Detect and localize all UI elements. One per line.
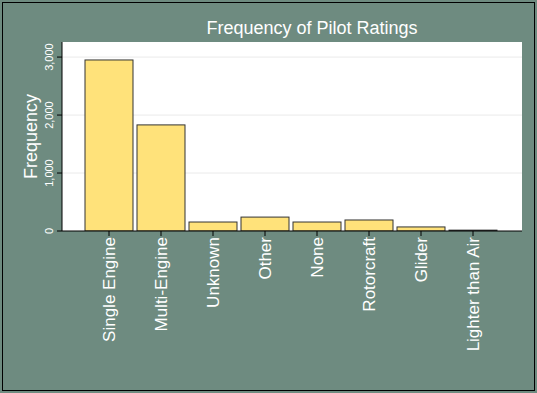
y-tick-label: 0 [43, 228, 55, 234]
x-tick [421, 231, 422, 236]
bar [397, 227, 445, 231]
y-axis [62, 42, 63, 231]
x-tick-label: Single Engine [100, 237, 119, 342]
bar [137, 125, 185, 231]
grid-line [62, 57, 522, 58]
y-axis-label: Frequency [21, 94, 41, 179]
bar [241, 217, 289, 231]
x-tick [213, 231, 214, 236]
bar [293, 222, 341, 231]
x-tick [369, 231, 370, 236]
y-tick [57, 57, 62, 58]
bars [85, 60, 497, 231]
x-tick-label: Unknown [204, 237, 223, 308]
chart-container: Frequency of Pilot Ratings Frequency 0 1,00… [0, 0, 537, 393]
y-tick-label: 3,000 [43, 43, 55, 71]
x-tick-label: Lighter than Air [464, 237, 483, 352]
x-tick [161, 231, 162, 236]
bar [345, 220, 393, 231]
y-tick [57, 231, 62, 232]
y-tick [57, 173, 62, 174]
y-tick [57, 115, 62, 116]
y-tick-label: 1,000 [43, 159, 55, 187]
bar [189, 222, 237, 231]
x-tick [317, 231, 318, 236]
y-tick-label: 2,000 [43, 101, 55, 129]
background [0, 0, 537, 393]
x-tick [109, 231, 110, 236]
title: Frequency of Pilot Ratings [206, 18, 417, 38]
chart-svg: Frequency of Pilot Ratings Frequency 0 1,00… [0, 0, 537, 393]
x-tick-label: None [308, 237, 327, 278]
x-tick [473, 231, 474, 236]
x-tick-label: Multi-Engine [152, 237, 171, 332]
outer-frame [3, 3, 535, 391]
plot-area [62, 42, 522, 231]
x-tick-label: Glider [412, 237, 431, 283]
x-tick-label: Rotorcraft [360, 237, 379, 312]
bar [85, 60, 133, 231]
x-tick-label: Other [256, 237, 275, 280]
x-tick [265, 231, 266, 236]
x-axis [62, 231, 522, 232]
